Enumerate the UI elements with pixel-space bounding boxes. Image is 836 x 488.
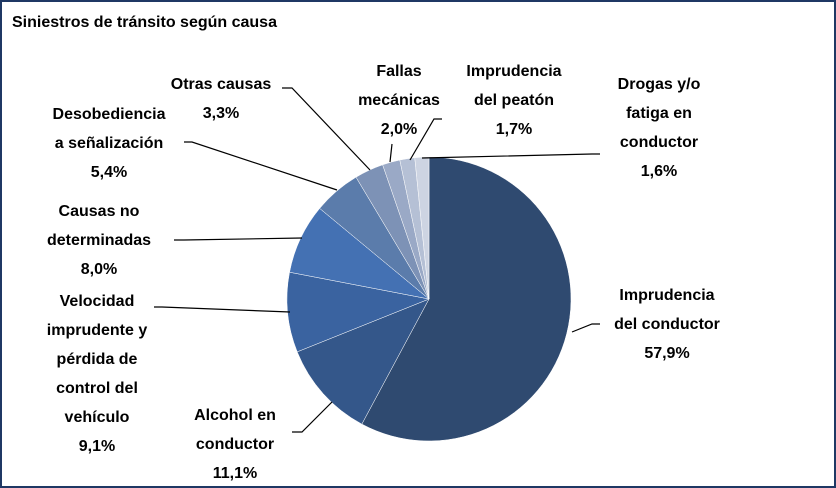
category-label: Desobediencia a señalización bbox=[52, 106, 166, 152]
value-label: 5,4% bbox=[90, 164, 128, 181]
slice-label: Otras causas 3,3% bbox=[171, 70, 272, 128]
category-label: Otras causas bbox=[170, 76, 272, 93]
category-label: Imprudencia del conductor bbox=[614, 287, 720, 333]
slice-label: Imprudencia del conductor 57,9% bbox=[614, 281, 720, 368]
pie-slice bbox=[286, 271, 430, 353]
leader-line bbox=[409, 118, 442, 161]
slice-label: Imprudencia del peatón 1,7% bbox=[466, 57, 561, 144]
value-label: 9,1% bbox=[78, 438, 116, 455]
slice-label: Causas no determinadas 8,0% bbox=[47, 197, 151, 284]
value-label: 8,0% bbox=[80, 261, 118, 278]
category-label: Imprudencia del peatón bbox=[466, 63, 562, 109]
category-label: Fallas mecánicas bbox=[358, 63, 440, 109]
value-label: 11,1% bbox=[212, 465, 258, 482]
slice-label: Alcohol en conductor 11,1% bbox=[194, 401, 276, 486]
value-label: 3,3% bbox=[202, 105, 240, 122]
pie-slice bbox=[414, 156, 430, 300]
category-label: Velocidad imprudente y pérdida de contro… bbox=[46, 293, 148, 426]
chart-title: Siniestros de tránsito según causa bbox=[12, 14, 277, 31]
slice-label: Drogas y/o fatiga en conductor 1,6% bbox=[618, 70, 701, 186]
slice-label: Desobediencia a señalización 5,4% bbox=[53, 100, 166, 187]
leader-line bbox=[174, 237, 303, 241]
value-label: 57,9% bbox=[644, 345, 690, 362]
pie-slice bbox=[361, 156, 572, 442]
leader-line bbox=[154, 306, 291, 313]
slice-label: Velocidad imprudente y pérdida de contro… bbox=[47, 287, 147, 461]
category-label: Drogas y/o fatiga en conductor bbox=[617, 76, 701, 151]
leader-line bbox=[282, 87, 371, 171]
value-label: 2,0% bbox=[380, 121, 418, 138]
leader-line bbox=[389, 143, 393, 163]
pie-slice bbox=[296, 298, 430, 425]
leader-line bbox=[184, 141, 338, 191]
value-label: 1,6% bbox=[640, 163, 678, 180]
slices bbox=[286, 156, 572, 442]
value-label: 1,7% bbox=[495, 121, 533, 138]
category-label: Causas no determinadas bbox=[46, 203, 152, 249]
category-label: Alcohol en conductor bbox=[194, 407, 276, 453]
slice-label: Fallas mecánicas 2,0% bbox=[358, 57, 440, 144]
leader-line bbox=[571, 323, 600, 333]
leader-line bbox=[292, 401, 333, 433]
leader-lines bbox=[154, 87, 600, 433]
leader-line bbox=[421, 153, 600, 159]
